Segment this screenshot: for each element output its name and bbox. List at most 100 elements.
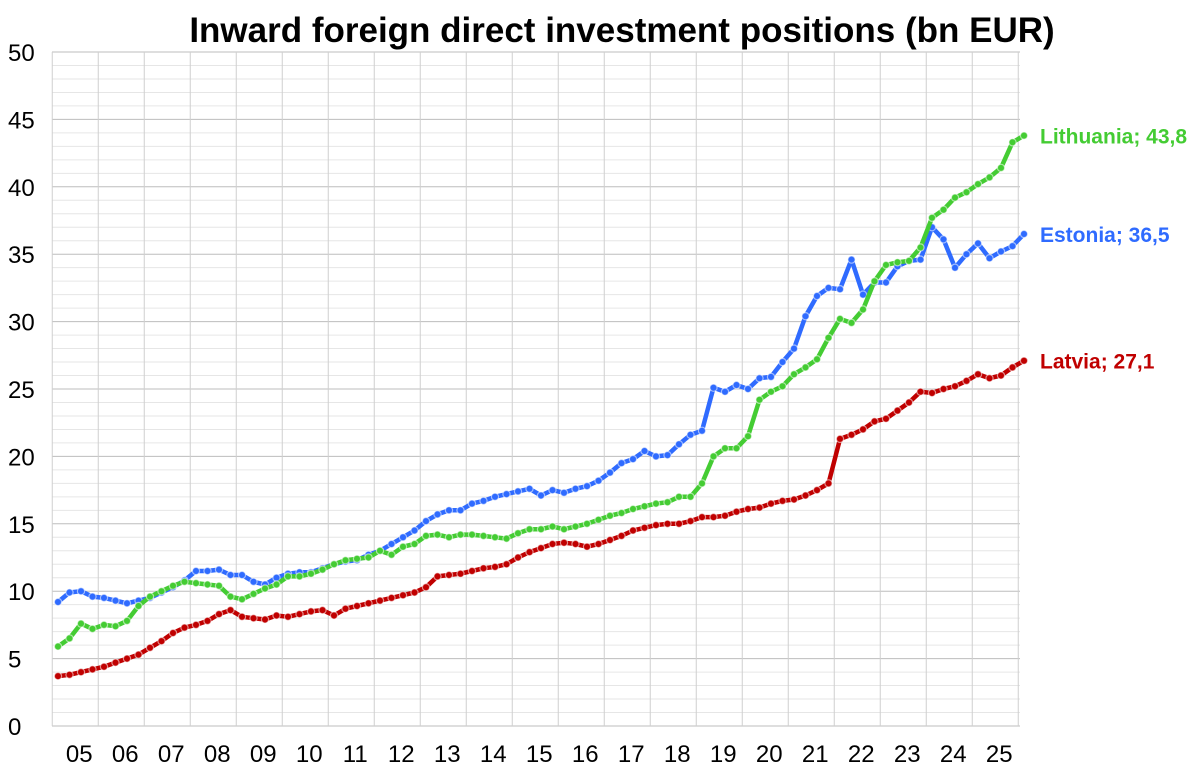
data-point: [444, 570, 454, 580]
data-point: [835, 434, 845, 444]
data-point: [191, 578, 201, 588]
data-point: [479, 496, 488, 506]
data-point: [76, 667, 86, 677]
data-point: [870, 417, 879, 426]
data-point: [249, 577, 258, 587]
data-point: [663, 519, 672, 529]
data-point: [249, 614, 258, 623]
data-point: [858, 305, 868, 314]
data-point: [778, 496, 787, 506]
data-point: [835, 285, 845, 294]
data-point: [709, 512, 718, 522]
data-point: [513, 553, 523, 562]
data-point: [743, 504, 753, 514]
data-point: [916, 243, 925, 252]
data-point: [789, 370, 799, 379]
data-point: [559, 525, 569, 534]
data-point: [686, 516, 695, 526]
x-tick-label: 20: [756, 741, 783, 768]
data-point: [387, 539, 396, 549]
data-point: [939, 235, 948, 244]
data-point: [559, 538, 569, 547]
data-point: [720, 511, 730, 520]
data-point: [1019, 229, 1029, 239]
data-point: [985, 173, 994, 182]
data-point: [490, 533, 500, 542]
data-point: [755, 503, 764, 512]
data-point: [295, 609, 304, 619]
data-point: [881, 260, 891, 270]
data-point: [697, 426, 707, 435]
data-point: [789, 495, 799, 504]
data-point: [65, 588, 74, 597]
data-point: [881, 278, 891, 287]
data-point: [180, 577, 189, 587]
data-point: [237, 570, 247, 580]
data-point: [467, 530, 477, 539]
data-point: [720, 387, 730, 396]
data-point: [1019, 131, 1029, 140]
data-point: [743, 384, 753, 394]
end-label-estonia: Estonia; 36,5: [1040, 224, 1170, 247]
data-point: [594, 515, 603, 525]
data-point: [812, 485, 822, 495]
data-point: [375, 546, 385, 556]
data-point: [99, 593, 109, 603]
data-point: [410, 526, 419, 535]
data-point: [686, 430, 695, 439]
data-point: [743, 432, 753, 441]
data-point: [283, 612, 293, 622]
data-point: [168, 581, 178, 591]
data-point: [318, 605, 327, 615]
data-point: [893, 406, 902, 415]
data-point: [996, 247, 1006, 256]
data-point: [778, 382, 787, 391]
data-point: [674, 440, 684, 449]
data-point: [398, 533, 408, 542]
data-point: [766, 387, 776, 396]
x-tick-label: 25: [986, 741, 1013, 768]
data-point: [226, 570, 235, 580]
data-point: [847, 430, 856, 439]
y-tick-label: 10: [8, 579, 35, 606]
data-point: [640, 446, 649, 456]
data-point: [720, 444, 730, 453]
data-point: [525, 525, 534, 534]
data-point: [421, 516, 431, 526]
end-label-lithuania: Lithuania; 43,8: [1040, 126, 1187, 149]
data-point: [53, 597, 63, 607]
x-tick-label: 22: [848, 741, 875, 768]
y-tick-label: 30: [8, 310, 35, 337]
data-point: [755, 395, 764, 404]
data-point: [651, 520, 661, 530]
data-point: [214, 609, 224, 619]
data-point: [801, 363, 810, 372]
data-point: [962, 187, 971, 197]
data-point: [755, 374, 764, 383]
data-point: [456, 506, 465, 515]
x-tick-label: 12: [388, 741, 415, 768]
data-point: [203, 566, 212, 576]
data-point: [145, 592, 155, 601]
data-point: [214, 581, 224, 591]
data-point: [904, 256, 914, 266]
data-point: [88, 665, 97, 674]
x-tick-label: 16: [572, 741, 599, 768]
data-point: [973, 370, 983, 379]
data-point: [939, 384, 948, 394]
data-point: [594, 539, 603, 549]
y-tick-label: 0: [8, 714, 21, 741]
data-point: [502, 534, 511, 543]
data-point: [617, 531, 626, 541]
data-point: [467, 499, 477, 508]
data-point: [916, 387, 925, 396]
data-point: [444, 533, 454, 542]
x-tick-label: 19: [710, 741, 737, 768]
data-point: [674, 492, 684, 501]
data-point: [364, 599, 373, 608]
data-point: [444, 506, 454, 515]
x-tick-label: 13: [434, 741, 461, 768]
data-point: [272, 611, 281, 620]
data-point: [548, 539, 557, 549]
